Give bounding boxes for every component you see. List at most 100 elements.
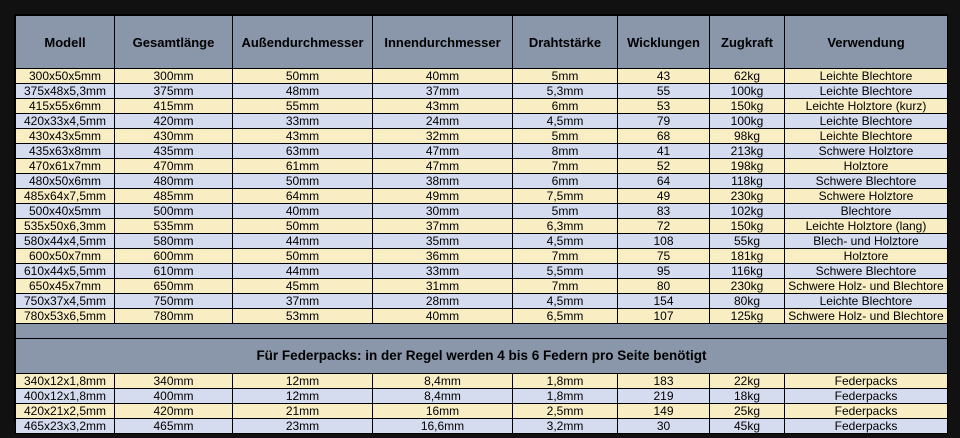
table-cell: 420x33x4,5mm [15,113,115,129]
table-cell: 340mm [114,373,233,389]
table-cell: 33mm [372,263,513,279]
table-cell: 750x37x4,5mm [15,293,115,309]
table-cell: 47mm [372,143,513,159]
table-cell: 465mm [114,418,233,434]
table-cell: 219 [617,388,710,404]
table-row: 650x45x7mm 650mm 45mm 31mm 7mm 80 230kg Schwere… [15,278,948,294]
table-cell: 375mm [114,83,233,99]
table-cell: 300x50x5mm [15,68,115,84]
table-cell: 108 [617,233,710,249]
table-cell: 116kg [709,263,785,279]
table-cell: Leichte Blechtore [784,128,948,144]
table-cell: 435x63x8mm [15,143,115,159]
table-cell: 44mm [232,233,373,249]
spring-spec-table: Modell Gesamtlänge Außendurchmesser Inne… [15,15,948,434]
table-cell: 62kg [709,68,785,84]
table-cell: 100kg [709,83,785,99]
table-cell: 5mm [512,128,618,144]
table-cell: 63mm [232,143,373,159]
table-cell: 780x53x6,5mm [15,308,115,324]
table-cell: 28mm [372,293,513,309]
table-cell: 500mm [114,203,233,219]
table-cell: 340x12x1,8mm [15,373,115,389]
table-cell: 580mm [114,233,233,249]
table-cell: 4,5mm [512,113,618,129]
table-cell: 600x50x7mm [15,248,115,264]
table-cell: Blech- und Holztore [784,233,948,249]
table-cell: 75 [617,248,710,264]
table-cell: 47mm [372,158,513,174]
table-cell: 31mm [372,278,513,294]
table-cell: 80 [617,278,710,294]
table-cell: 30mm [372,203,513,219]
table-cell: 7mm [512,248,618,264]
table-cell: 198kg [709,158,785,174]
table-cell: 38mm [372,173,513,189]
table-cell: 230kg [709,278,785,294]
header-row: Modell Gesamtlänge Außendurchmesser Inne… [15,15,948,69]
table-row: 300x50x5mm 300mm 50mm 40mm 5mm 43 62kg Leichte … [15,68,948,84]
table-cell: 5,5mm [512,263,618,279]
table-cell: 50mm [232,68,373,84]
table-cell: 25kg [709,403,785,419]
table-cell: 470x61x7mm [15,158,115,174]
table-cell: 61mm [232,158,373,174]
table-cell: 40mm [372,68,513,84]
table-cell: 435mm [114,143,233,159]
table-row: 430x43x5mm 430mm 43mm 32mm 5mm 68 98kg Leichte … [15,128,948,144]
table-cell: 480x50x6mm [15,173,115,189]
table-cell: 55 [617,83,710,99]
table-cell: 79 [617,113,710,129]
table-cell: 610x44x5,5mm [15,263,115,279]
header-wicklungen: Wicklungen [617,15,710,69]
table-cell: 420x21x2,5mm [15,403,115,419]
table-cell: 64 [617,173,710,189]
table-cell: 213kg [709,143,785,159]
table-cell: 30 [617,418,710,434]
table-cell: Leichte Holztore (lang) [784,218,948,234]
table-cell: 465x23x3,2mm [15,418,115,434]
table-cell: 780mm [114,308,233,324]
table-cell: Holztore [784,248,948,264]
table-cell: 55kg [709,233,785,249]
table-cell: 118kg [709,173,785,189]
table-cell: 50mm [232,173,373,189]
table-cell: 40mm [372,308,513,324]
gap-cell [15,323,948,339]
table-cell: 44mm [232,263,373,279]
table-cell: 40mm [232,203,373,219]
table-cell: 420mm [114,403,233,419]
federpacks-note: Für Federpacks: in der Regel werden 4 bi… [15,338,948,374]
table-cell: 68 [617,128,710,144]
header-innendurchmesser: Innendurchmesser [372,15,513,69]
table-row: 485x64x7,5mm 485mm 64mm 49mm 7,5mm 49 230kg Sch… [15,188,948,204]
spring-rows: 300x50x5mm 300mm 50mm 40mm 5mm 43 62kg Leichte … [15,68,948,324]
table-cell: Federpacks [784,403,948,419]
table-cell: 8,4mm [372,373,513,389]
table-cell: Federpacks [784,418,948,434]
table-cell: 154 [617,293,710,309]
table-cell: 150kg [709,218,785,234]
table-cell: 64mm [232,188,373,204]
table-cell: 181kg [709,248,785,264]
header-modell: Modell [15,15,115,69]
table-cell: Leichte Blechtore [784,293,948,309]
table-cell: 650mm [114,278,233,294]
table-cell: Federpacks [784,373,948,389]
table-row: 480x50x6mm 480mm 50mm 38mm 6mm 64 118kg Schwere… [15,173,948,189]
header-zugkraft: Zugkraft [709,15,785,69]
table-cell: 33mm [232,113,373,129]
table-cell: 430mm [114,128,233,144]
table-cell: 18kg [709,388,785,404]
table-cell: 55mm [232,98,373,114]
table-cell: 48mm [232,83,373,99]
table-cell: Schwere Blechtore [784,173,948,189]
table-cell: 12mm [232,373,373,389]
table-cell: 6mm [512,173,618,189]
table-cell: 430x43x5mm [15,128,115,144]
table-cell: 1,8mm [512,388,618,404]
header-drahtstaerke: Drahtstärke [512,15,618,69]
table-cell: Leichte Blechtore [784,83,948,99]
table-cell: 45mm [232,278,373,294]
table-cell: 1,8mm [512,373,618,389]
